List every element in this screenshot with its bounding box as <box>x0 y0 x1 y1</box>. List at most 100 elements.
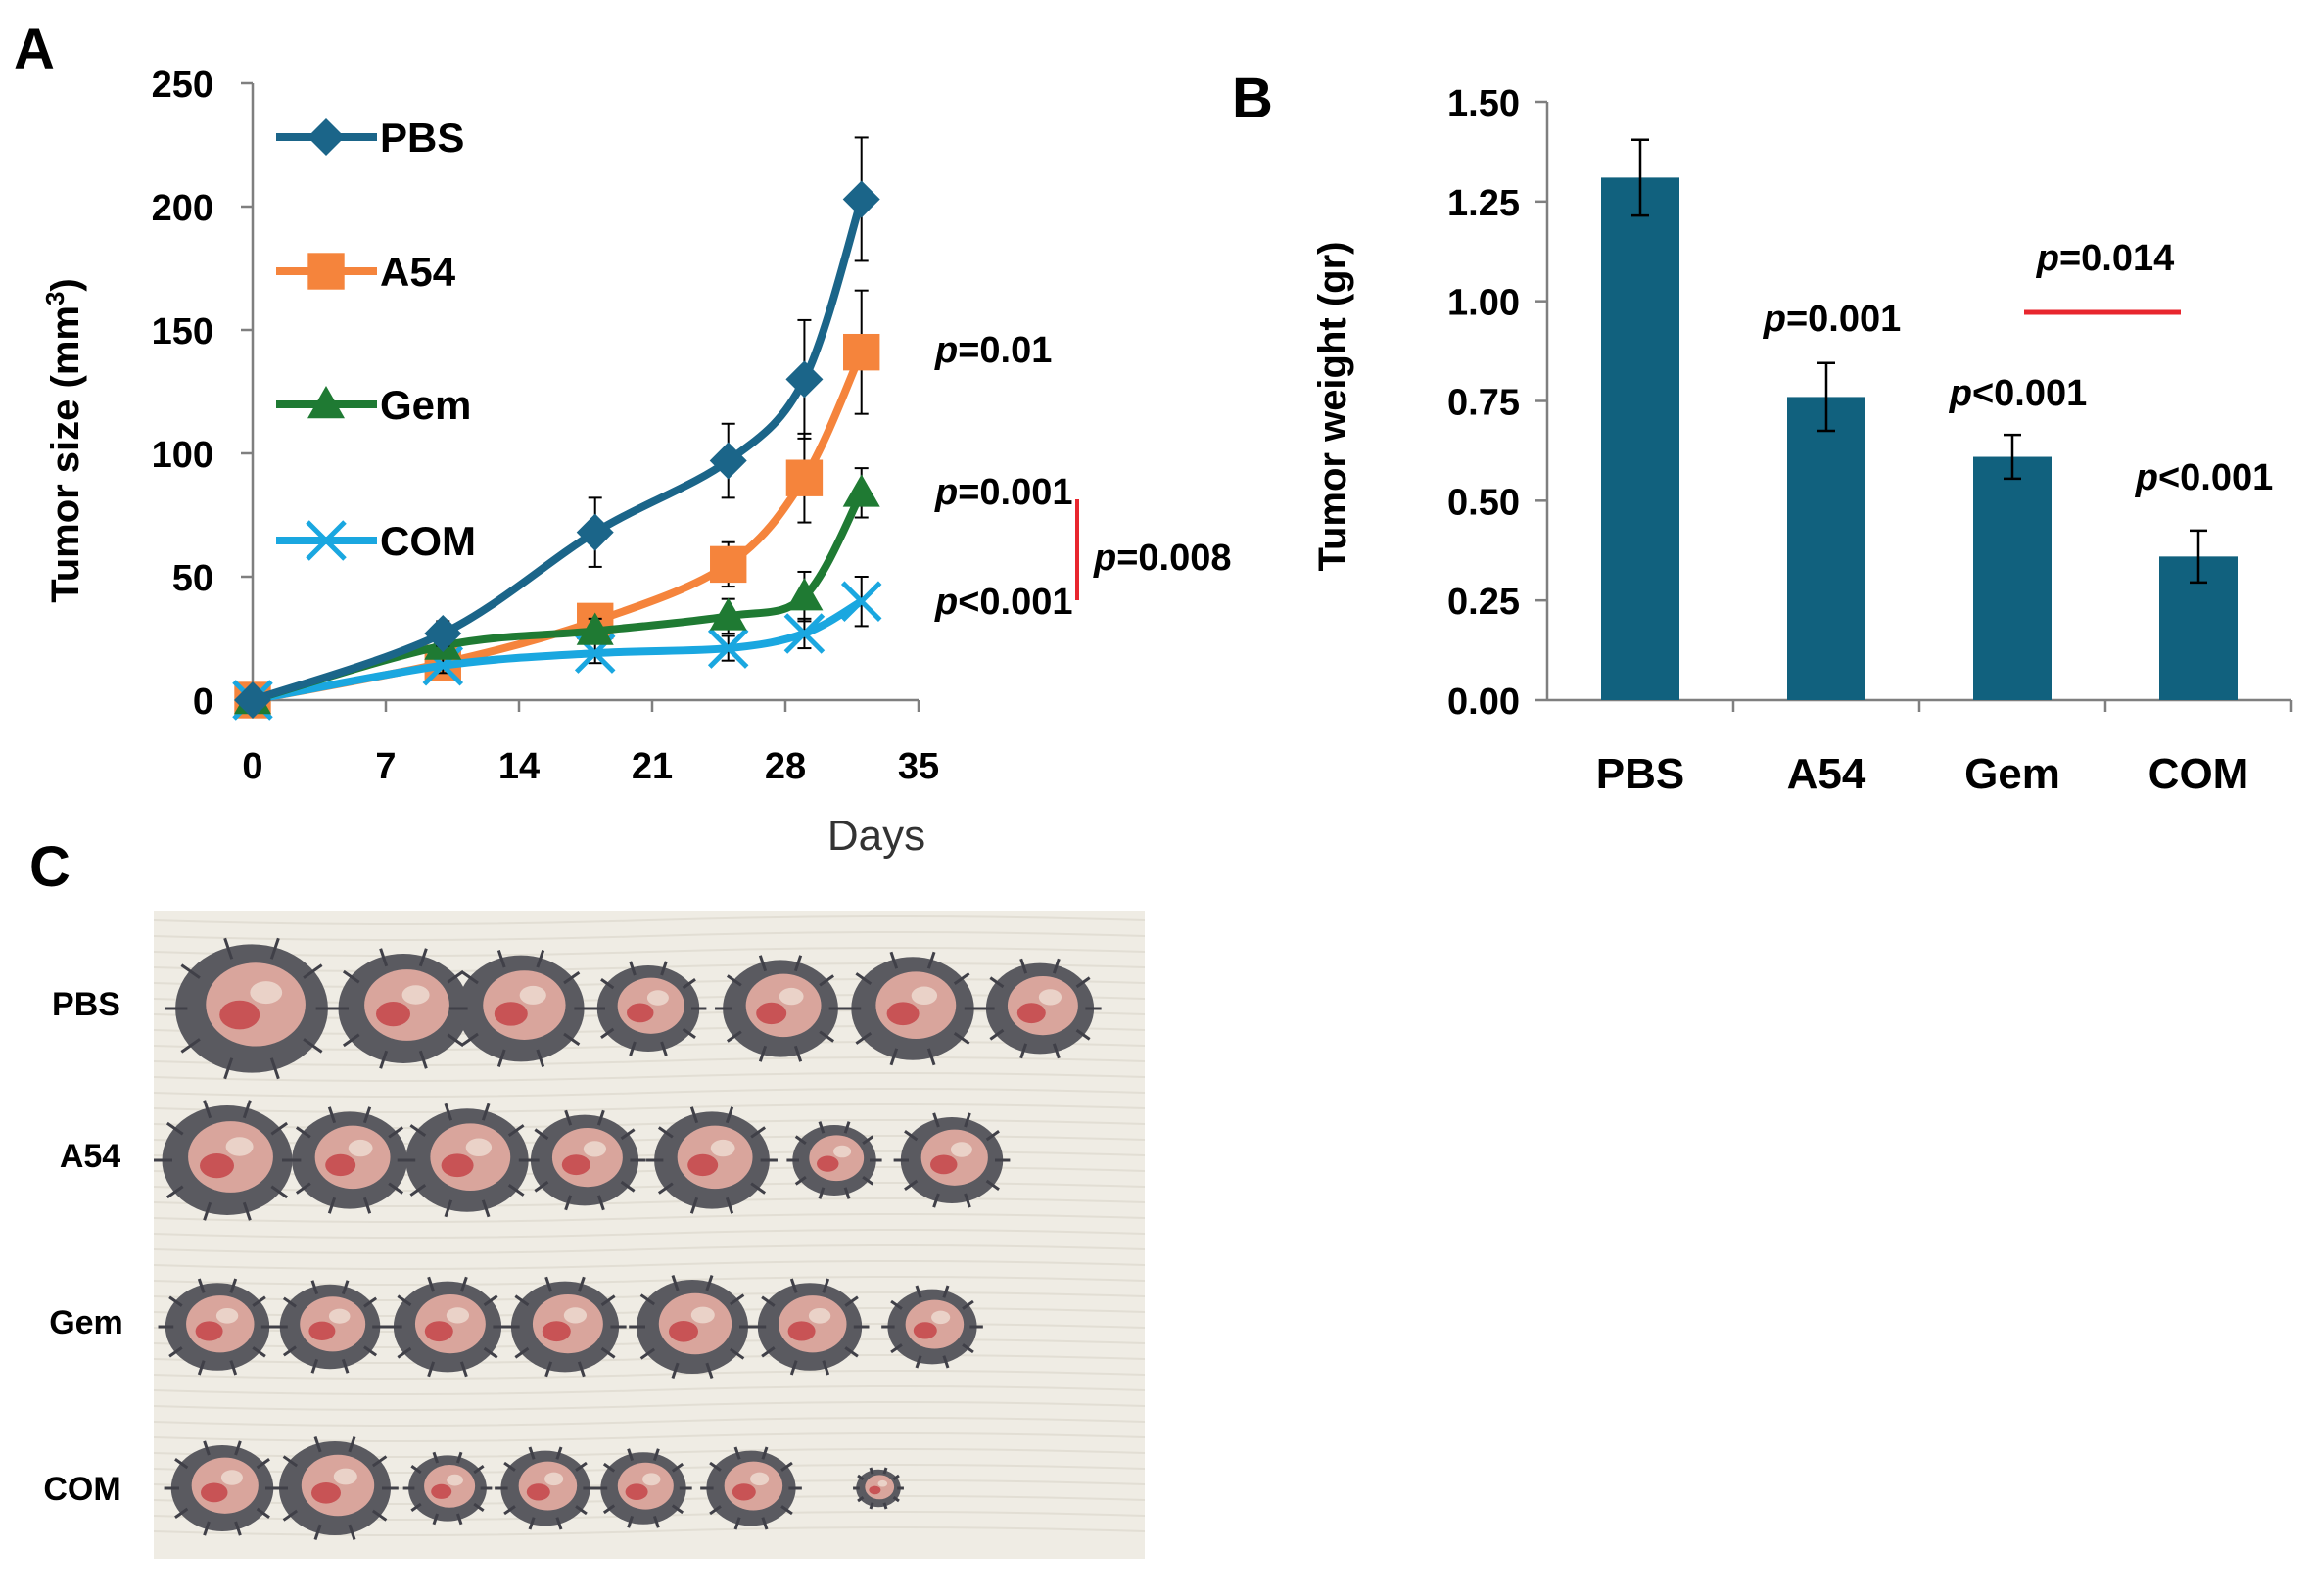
tumor-hair <box>242 1100 252 1119</box>
tumor-blood <box>494 1002 528 1026</box>
x-tick-label: 0 <box>242 746 262 787</box>
tumor-hair <box>534 1128 549 1141</box>
tumor-hair <box>459 1361 468 1378</box>
tumor-hair <box>363 1345 378 1357</box>
bar-chart-tick-labels: 0.00 0.25 0.50 0.75 1.00 1.25 1.50 PBS A54 Gem COM <box>1447 83 2248 798</box>
x-tick-label-com: COM <box>2148 750 2249 798</box>
tumor-hair <box>444 1199 453 1218</box>
tumor-hair <box>496 950 506 968</box>
tumor-hair <box>256 1507 270 1519</box>
tumor-hair <box>564 1109 573 1126</box>
tumor-hair <box>985 1130 1000 1142</box>
tumor-hair <box>620 1128 636 1141</box>
photo-row-label-a54: A54 <box>60 1138 120 1175</box>
tumor-tissue <box>414 1293 486 1354</box>
tumor-specimen <box>158 1278 277 1376</box>
legend-label-com: COM <box>380 518 476 564</box>
tumor-specimen <box>386 1276 509 1378</box>
marker-x-stroke <box>840 581 882 622</box>
tumor-hair <box>575 1461 588 1472</box>
tumor-hair <box>844 1346 859 1358</box>
tumor-hair <box>780 1505 793 1516</box>
tumor-hair <box>303 963 323 979</box>
tumor-hair <box>789 1360 798 1376</box>
tumor-hair <box>705 1362 714 1379</box>
tumor-blood <box>756 1002 787 1025</box>
tumor-hair <box>602 1462 616 1473</box>
tumor-tissue <box>430 1123 511 1192</box>
tumor-hair <box>295 1182 311 1195</box>
tumor-hair <box>985 1179 1000 1191</box>
paper-texture <box>153 1526 1146 1536</box>
data-point-com <box>707 628 749 669</box>
tumor-blood <box>869 1485 881 1495</box>
tumor-tissue <box>779 1295 847 1353</box>
tumor-hair <box>203 1521 211 1536</box>
tumor-highlight <box>544 1472 564 1486</box>
photo-row-label-gem: Gem <box>49 1304 123 1341</box>
tumor-tissue <box>920 1129 988 1186</box>
tumor-hair <box>397 1294 412 1307</box>
p-value-gem-vs-com: p=0.014 <box>2036 238 2175 279</box>
tumor-hair <box>295 1126 311 1139</box>
tumor-hair <box>725 1106 734 1124</box>
tumor-hair <box>660 961 668 976</box>
tumor-highlight <box>642 1473 661 1486</box>
tumor-tissue <box>745 973 822 1038</box>
tumor-hair <box>793 1045 803 1062</box>
tumor-hair <box>761 1517 769 1530</box>
tumor-hair <box>964 1193 971 1208</box>
tumor-hair <box>371 1455 388 1468</box>
tumor-hair <box>536 1049 545 1067</box>
data-point-pbs <box>576 513 614 551</box>
tumor-hair <box>282 1455 299 1468</box>
tumor-highlight <box>328 1308 351 1324</box>
tumor-hair <box>503 1505 516 1516</box>
y-tick-label: 0 <box>193 681 213 723</box>
tumor-hair <box>444 1103 453 1121</box>
tumor-hair <box>362 1106 372 1124</box>
tumor-specimen <box>329 948 478 1069</box>
bar-chart-tumor-weight: 0.00 0.25 0.50 0.75 1.00 1.25 1.50 PBS A54 Gem COM… <box>1311 83 2293 798</box>
legend-label-a54: A54 <box>380 249 456 295</box>
tumor-hair <box>388 1126 404 1139</box>
tumor-blood <box>308 1321 336 1341</box>
line-chart-x-axis-label: Days <box>827 812 925 860</box>
tumor-hair <box>514 1294 530 1307</box>
tumor-hair <box>953 1031 970 1045</box>
tumor-highlight <box>447 1474 463 1486</box>
tumor-hair <box>657 1182 674 1195</box>
tumor-highlight <box>1038 989 1062 1006</box>
y-tick-label: 1.50 <box>1447 83 1520 124</box>
photo-row-labels: PBS A54 Gem COM <box>43 986 123 1508</box>
tumor-hair <box>432 1451 440 1464</box>
tumor-hair <box>234 1440 242 1456</box>
tumor-hair <box>310 1280 319 1295</box>
paper-texture <box>153 931 1146 941</box>
tumor-hair <box>362 1197 372 1214</box>
tumor-hair <box>869 1467 874 1475</box>
tumor-specimen <box>786 1121 882 1199</box>
tumor-specimen <box>397 1103 538 1218</box>
tumor-hair <box>620 1180 636 1193</box>
p-value-gem: p=0.001 <box>934 472 1073 513</box>
y-tick-label: 200 <box>152 188 213 229</box>
tumor-specimen <box>153 1100 302 1221</box>
tumor-hair <box>459 1276 468 1292</box>
paper-texture <box>153 1401 1146 1411</box>
tumor-hair <box>203 1100 212 1119</box>
marker-x-stroke <box>306 520 347 561</box>
tumor-hair <box>282 1509 299 1522</box>
tumor-hair <box>1052 958 1061 974</box>
tumor-hair <box>481 1199 491 1218</box>
tumor-hair <box>629 961 637 976</box>
x-tick-label: 35 <box>898 746 939 787</box>
data-point-com <box>783 613 826 654</box>
tumor-hair <box>174 1507 189 1519</box>
line-chart-annotations: p=0.01 p=0.001 p<0.001 p=0.008 <box>934 330 1232 623</box>
tumor-hair <box>780 1461 793 1472</box>
tumor-specimen <box>750 1278 870 1376</box>
tumor-hair <box>577 1361 586 1378</box>
tumor-tissue <box>518 1461 578 1511</box>
legend-marker-pbs <box>307 118 345 156</box>
